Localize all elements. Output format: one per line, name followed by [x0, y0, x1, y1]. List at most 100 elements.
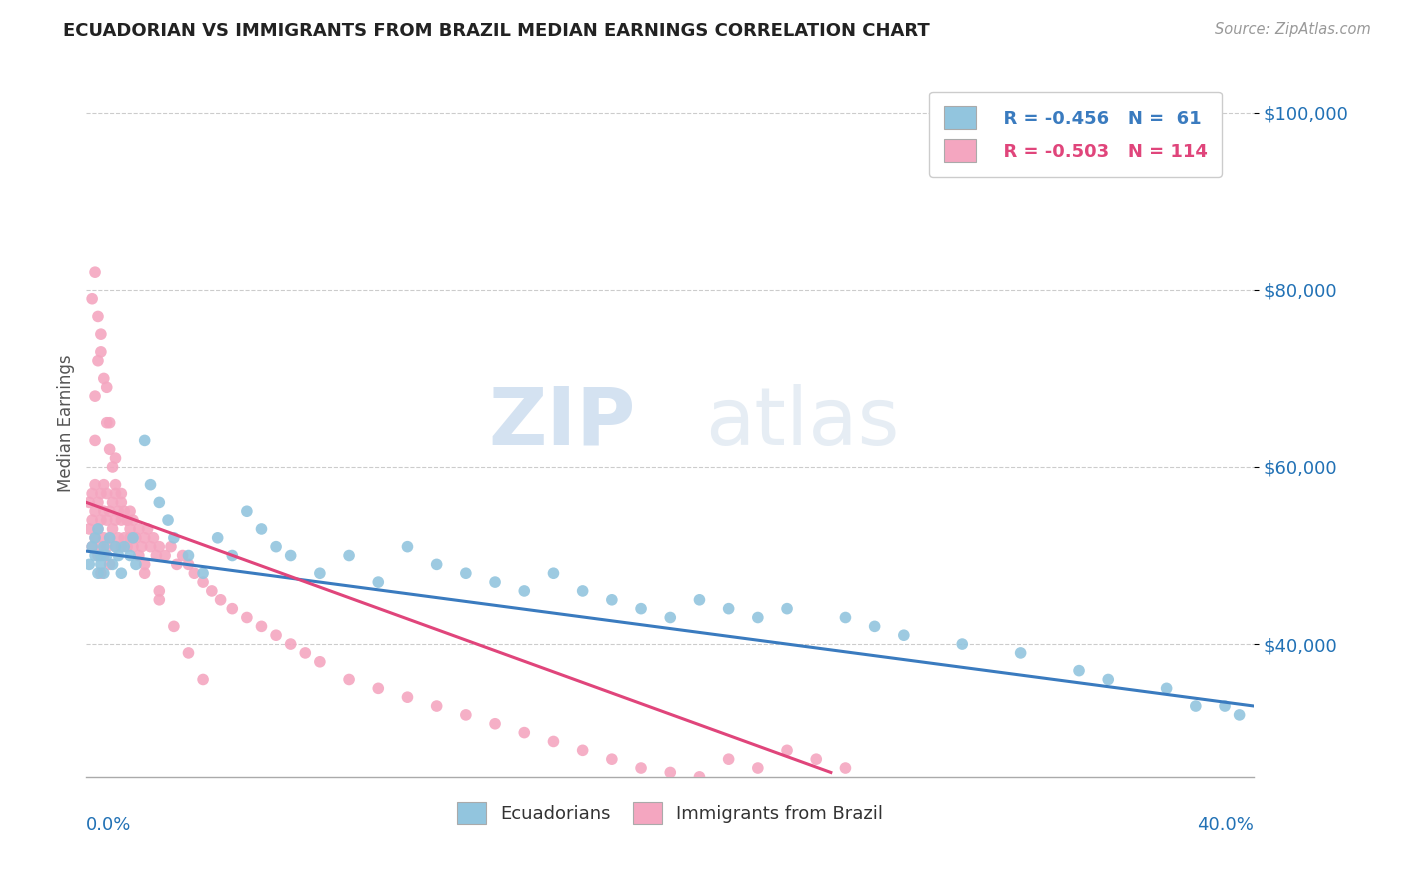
Point	[104, 486, 127, 500]
Point	[104, 451, 127, 466]
Point	[112, 504, 135, 518]
Point	[950, 637, 973, 651]
Point	[280, 549, 302, 563]
Point	[125, 558, 148, 572]
Point	[84, 504, 107, 518]
Point	[221, 549, 243, 563]
Point	[115, 513, 138, 527]
Point	[309, 566, 332, 581]
Point	[337, 549, 360, 563]
Point	[367, 681, 389, 696]
Point	[264, 628, 287, 642]
Point	[163, 619, 186, 633]
Point	[122, 531, 145, 545]
Point	[148, 592, 170, 607]
Point	[87, 353, 110, 368]
Y-axis label: Median Earnings: Median Earnings	[58, 354, 75, 491]
Point	[112, 540, 135, 554]
Point	[110, 486, 132, 500]
Point	[183, 566, 205, 581]
Point	[98, 504, 121, 518]
Point	[177, 646, 200, 660]
Point	[82, 486, 104, 500]
Point	[110, 540, 132, 554]
Point	[90, 513, 112, 527]
Point	[454, 566, 477, 581]
Point	[84, 549, 107, 563]
Point	[688, 770, 710, 784]
Point	[90, 540, 112, 554]
Point	[600, 592, 623, 607]
Point	[110, 513, 132, 527]
Point	[120, 504, 142, 518]
Point	[87, 522, 110, 536]
Point	[98, 531, 121, 545]
Point	[454, 707, 477, 722]
Point	[201, 583, 224, 598]
Point	[250, 522, 273, 536]
Point	[309, 655, 332, 669]
Point	[426, 699, 449, 714]
Point	[717, 752, 740, 766]
Point	[107, 549, 129, 563]
Text: Source: ZipAtlas.com: Source: ZipAtlas.com	[1215, 22, 1371, 37]
Point	[191, 575, 214, 590]
Point	[484, 716, 506, 731]
Point	[84, 477, 107, 491]
Point	[834, 761, 856, 775]
Point	[87, 522, 110, 536]
Point	[120, 522, 142, 536]
Legend: Ecuadorians, Immigrants from Brazil: Ecuadorians, Immigrants from Brazil	[450, 795, 890, 831]
Point	[571, 583, 593, 598]
Point	[98, 558, 121, 572]
Point	[148, 583, 170, 598]
Point	[77, 522, 100, 536]
Point	[142, 531, 165, 545]
Point	[280, 637, 302, 651]
Point	[98, 531, 121, 545]
Point	[98, 442, 121, 457]
Point	[148, 540, 170, 554]
Point	[806, 752, 828, 766]
Point	[98, 416, 121, 430]
Point	[101, 558, 124, 572]
Text: atlas: atlas	[706, 384, 900, 462]
Point	[1097, 673, 1119, 687]
Point	[367, 575, 389, 590]
Point	[93, 566, 115, 581]
Point	[396, 540, 419, 554]
Point	[122, 531, 145, 545]
Point	[96, 549, 118, 563]
Point	[659, 765, 682, 780]
Point	[1185, 699, 1208, 714]
Point	[1229, 707, 1251, 722]
Point	[191, 566, 214, 581]
Point	[77, 495, 100, 509]
Point	[177, 549, 200, 563]
Point	[131, 540, 153, 554]
Text: ECUADORIAN VS IMMIGRANTS FROM BRAZIL MEDIAN EARNINGS CORRELATION CHART: ECUADORIAN VS IMMIGRANTS FROM BRAZIL MED…	[63, 22, 929, 40]
Point	[87, 566, 110, 581]
Point	[90, 549, 112, 563]
Point	[513, 725, 536, 739]
Point	[659, 610, 682, 624]
Point	[115, 513, 138, 527]
Point	[82, 540, 104, 554]
Point	[96, 380, 118, 394]
Point	[134, 531, 156, 545]
Point	[166, 558, 188, 572]
Point	[153, 549, 176, 563]
Point	[87, 549, 110, 563]
Point	[84, 434, 107, 448]
Point	[264, 540, 287, 554]
Point	[128, 549, 150, 563]
Point	[96, 486, 118, 500]
Point	[77, 558, 100, 572]
Point	[93, 549, 115, 563]
Point	[104, 513, 127, 527]
Point	[209, 592, 232, 607]
Point	[148, 495, 170, 509]
Point	[82, 513, 104, 527]
Point	[93, 504, 115, 518]
Point	[134, 434, 156, 448]
